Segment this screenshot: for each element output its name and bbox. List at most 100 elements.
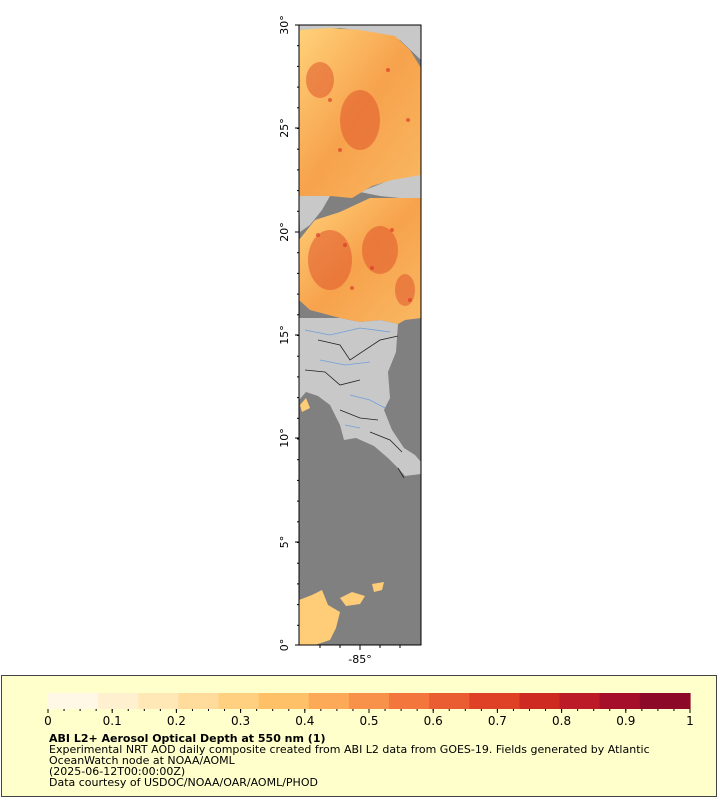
latitude-labels: 0° 5° 10° 15° 20° 25° 30° [278, 15, 291, 651]
colorbar-swatch [168, 693, 180, 709]
colorbar-swatch [529, 693, 541, 709]
colorbar-ticks [47, 709, 691, 713]
colorbar-swatch [358, 693, 370, 709]
colorbar-swatch [559, 693, 571, 709]
legend-title: ABI L2+ Aerosol Optical Depth at 550 nm … [49, 732, 326, 745]
legend-text: ABI L2+ Aerosol Optical Depth at 550 nm … [49, 733, 709, 788]
colorbar-swatch [268, 693, 280, 709]
colorbar-swatch [519, 693, 531, 709]
rivers [304, 327, 391, 429]
map-panel: 0° 5° 10° 15° 20° 25° 30° -85° [278, 15, 422, 666]
colorbar-swatch [419, 693, 430, 709]
colorbar-swatch [278, 693, 290, 709]
land-central-america [299, 318, 421, 476]
lat-label: 15° [278, 325, 291, 345]
lat-label: 10° [278, 428, 291, 448]
colorbar-swatch [439, 693, 450, 709]
colorbar-swatch [128, 693, 139, 709]
aod-speckle [316, 68, 412, 302]
colorbar-label: 1 [686, 714, 694, 728]
lat-label: 30° [278, 15, 291, 35]
colorbar-swatch [499, 693, 511, 709]
legend-description: Experimental NRT AOD daily composite cre… [49, 743, 650, 767]
colorbar-swatch [549, 693, 561, 709]
colorbar-swatch [459, 693, 470, 709]
colorbar-swatch [118, 693, 129, 709]
colorbar-swatch [148, 693, 159, 709]
country-borders [304, 335, 405, 479]
colorbar-label: 0.4 [295, 714, 314, 728]
aod-high-spots [306, 62, 415, 306]
colorbar-swatch [569, 693, 581, 709]
colorbar-swatch [599, 693, 611, 709]
colorbar-swatch [609, 693, 621, 709]
colorbar-swatch [479, 693, 490, 709]
colorbar-swatch [48, 693, 59, 709]
legend-panel: 0 0.1 0.2 0.3 0.4 0.5 0.6 0.7 0.8 0.9 1 ABI L2+ Ae… [1, 675, 717, 797]
colorbar-swatch [138, 693, 149, 709]
colorbar-swatch [288, 693, 300, 709]
colorbar-swatch [539, 693, 551, 709]
lat-label: 5° [278, 536, 291, 549]
aod-patch-pacific [300, 398, 310, 412]
aod-patch-south-3 [372, 582, 384, 592]
colorbar-swatch [429, 693, 440, 709]
colorbar-swatch [58, 693, 69, 709]
colorbar-swatch [669, 693, 681, 709]
colorbar-swatch [158, 693, 169, 709]
colorbar-swatch [208, 693, 220, 709]
legend-credit: Data courtesy of USDOC/NOAA/OAR/AOML/PHO… [49, 776, 318, 789]
colorbar-labels: 0 0.1 0.2 0.3 0.4 0.5 0.6 0.7 0.8 0.9 1 [44, 714, 694, 728]
colorbar-label: 0.6 [424, 714, 443, 728]
lon-label: -85° [348, 653, 371, 666]
axis-ticks [295, 24, 401, 650]
colorbar-swatch [238, 693, 250, 709]
colorbar-swatch [248, 693, 260, 709]
colorbar-label: 0.9 [616, 714, 635, 728]
colorbar-swatches [48, 693, 691, 709]
colorbar-swatch [348, 693, 360, 709]
colorbar-label: 0.2 [167, 714, 186, 728]
aod-map: 0° 5° 10° 15° 20° 25° 30° -85° [278, 15, 422, 666]
colorbar-label: 0.3 [231, 714, 250, 728]
colorbar-label: 0.7 [488, 714, 507, 728]
colorbar-swatch [379, 693, 390, 709]
colorbar-swatch [389, 693, 400, 709]
colorbar-swatch [318, 693, 330, 709]
lat-label: 25° [278, 118, 291, 138]
colorbar-swatch [489, 693, 501, 709]
colorbar-swatch [308, 693, 320, 709]
colorbar-swatch [88, 693, 99, 709]
colorbar-swatch [639, 693, 651, 709]
colorbar-label: 0.8 [552, 714, 571, 728]
colorbar-swatch [659, 693, 671, 709]
colorbar-swatch [589, 693, 601, 709]
colorbar-swatch [409, 693, 420, 709]
colorbar-swatch [509, 693, 521, 709]
land-cuba [360, 172, 421, 198]
aod-field-south [299, 590, 340, 645]
lat-label: 0° [278, 639, 291, 652]
colorbar-swatch [68, 693, 79, 709]
lat-label: 20° [278, 222, 291, 242]
aod-patch-south-2 [340, 592, 365, 606]
colorbar-swatch [298, 693, 310, 709]
colorbar-label: 0.1 [103, 714, 122, 728]
colorbar-swatch [218, 693, 230, 709]
land-yucatan [299, 195, 330, 232]
colorbar: 0 0.1 0.2 0.3 0.4 0.5 0.6 0.7 0.8 0.9 1 [44, 693, 694, 728]
colorbar-swatch [98, 693, 109, 709]
colorbar-swatch [328, 693, 340, 709]
colorbar-swatch [399, 693, 410, 709]
colorbar-swatch [258, 693, 270, 709]
colorbar-swatch [449, 693, 460, 709]
colorbar-swatch [619, 693, 631, 709]
legend-time: (2025-06-12T00:00:00Z) [49, 765, 186, 778]
colorbar-label: 0 [44, 714, 52, 728]
colorbar-swatch [78, 693, 89, 709]
colorbar-swatch [198, 693, 210, 709]
colorbar-swatch [679, 693, 691, 709]
colorbar-swatch [579, 693, 591, 709]
colorbar-swatch [228, 693, 240, 709]
colorbar-swatch [469, 693, 480, 709]
